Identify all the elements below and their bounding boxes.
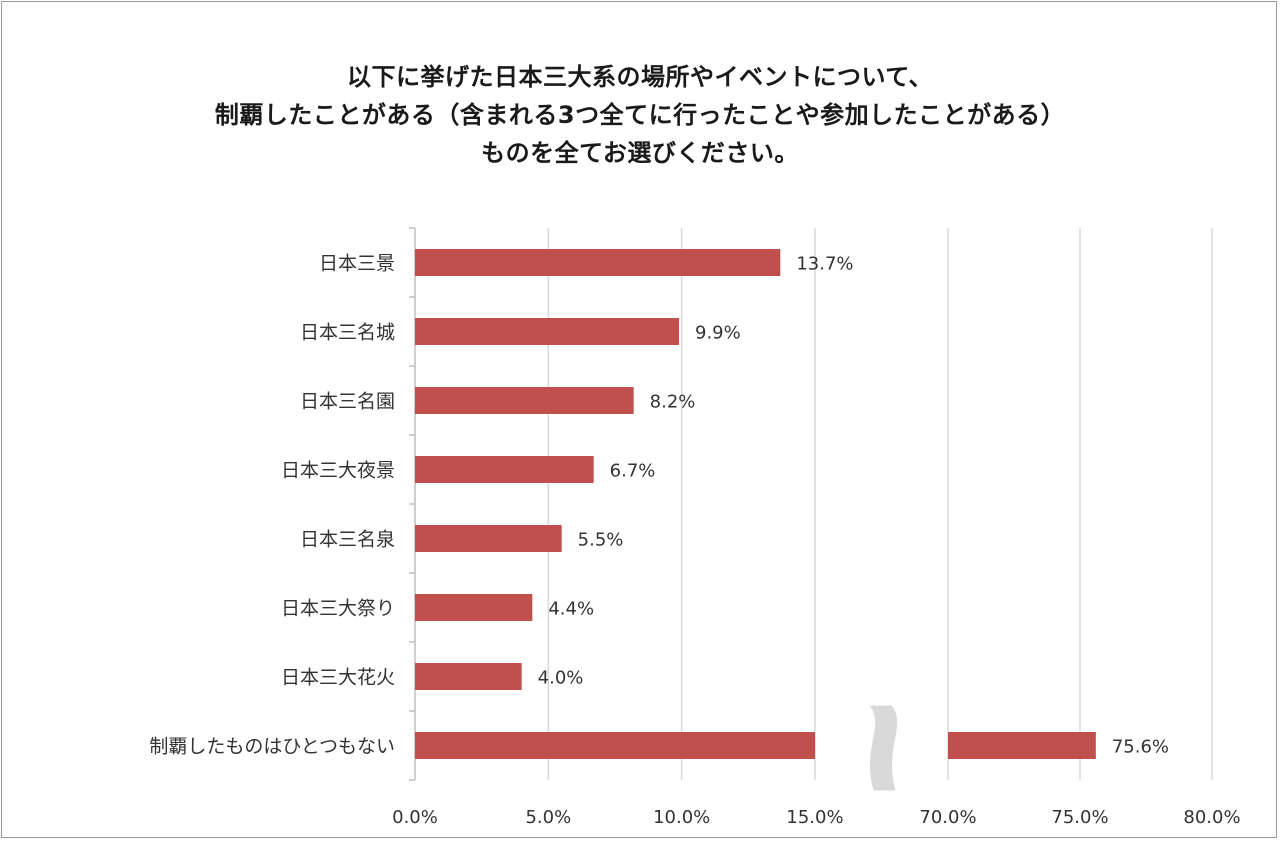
category-label: 日本三名園: [300, 391, 395, 413]
x-tick-label: 80.0%: [1183, 807, 1240, 828]
chart-title-line-1: 以下に挙げた日本三大系の場所やイベントについて、: [346, 63, 934, 91]
x-tick-label: 15.0%: [786, 807, 843, 828]
x-tick-label: 10.0%: [653, 807, 710, 828]
data-label: 75.6%: [1112, 737, 1169, 758]
x-tick-label: 75.0%: [1051, 807, 1108, 828]
category-label: 日本三景: [319, 253, 395, 275]
bar: [415, 249, 781, 276]
data-label: 4.4%: [548, 599, 594, 620]
bar: [415, 318, 679, 345]
category-label: 制覇したものはひとつもない: [149, 736, 395, 758]
category-label: 日本三名泉: [300, 529, 395, 551]
data-label: 8.2%: [650, 392, 696, 413]
category-label: 日本三大夜景: [281, 460, 395, 482]
bar: [415, 525, 562, 552]
data-label: 5.5%: [578, 530, 624, 551]
chart-title-line-2: 制覇したことがある（含まれる3つ全てに行ったことや参加したことがある）: [214, 101, 1066, 129]
category-label: 日本三名城: [300, 322, 395, 344]
chart-title: 以下に挙げた日本三大系の場所やイベントについて、 制覇したことがある（含まれる3…: [0, 58, 1280, 172]
data-label: 13.7%: [796, 254, 853, 275]
chart-title-line-3: ものを全てお選びください。: [481, 139, 799, 167]
data-label: 4.0%: [538, 668, 584, 689]
data-label: 9.9%: [695, 323, 741, 344]
axis-break-marker: [869, 705, 898, 791]
category-label: 日本三大花火: [281, 667, 395, 689]
bar: [948, 732, 1096, 759]
bar: [415, 456, 594, 483]
bar: [415, 594, 533, 621]
bar: [415, 387, 634, 414]
bar: [415, 732, 815, 759]
x-tick-label: 0.0%: [392, 807, 438, 828]
category-label: 日本三大祭り: [281, 598, 395, 620]
bar: [415, 663, 522, 690]
x-tick-label: 5.0%: [525, 807, 571, 828]
data-label: 6.7%: [610, 461, 656, 482]
x-tick-label: 70.0%: [919, 807, 976, 828]
